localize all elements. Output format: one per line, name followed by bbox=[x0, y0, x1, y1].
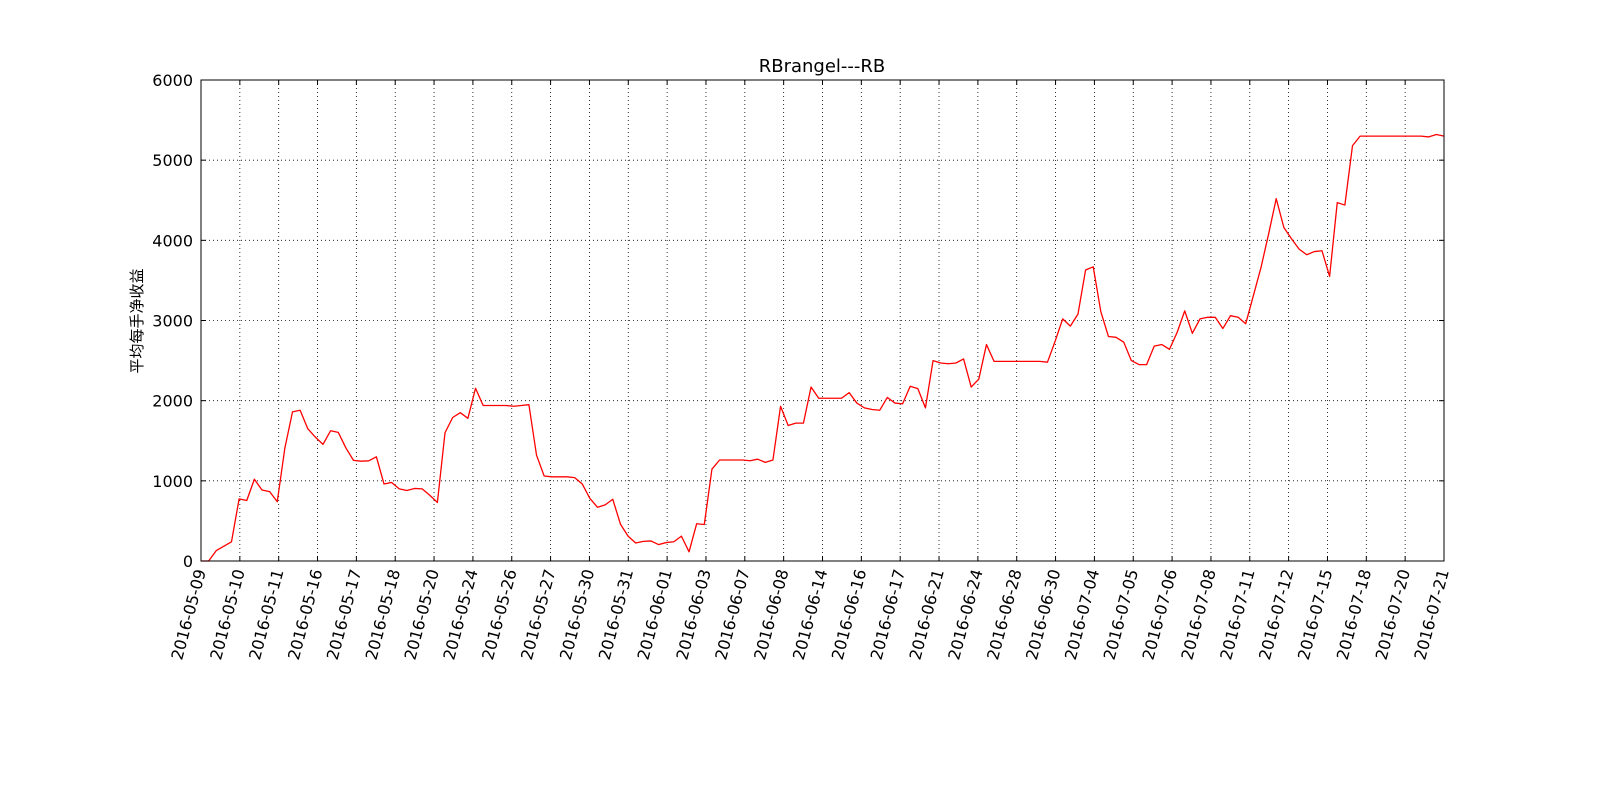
y-tick-label: 1000 bbox=[152, 472, 193, 491]
chart-title: RBrangel---RB bbox=[759, 56, 886, 77]
y-tick-label: 6000 bbox=[152, 71, 193, 90]
y-tick-label: 0 bbox=[183, 552, 193, 571]
y-axis-label: 平均每手净收益 bbox=[128, 268, 146, 373]
y-tick-label: 5000 bbox=[152, 151, 193, 170]
series-layer bbox=[201, 133, 1445, 562]
grid bbox=[201, 80, 1444, 561]
y-tick-label: 3000 bbox=[152, 312, 193, 331]
series-line bbox=[201, 133, 1445, 562]
y-tick-label: 2000 bbox=[152, 392, 193, 411]
y-tick-label: 4000 bbox=[152, 231, 193, 250]
